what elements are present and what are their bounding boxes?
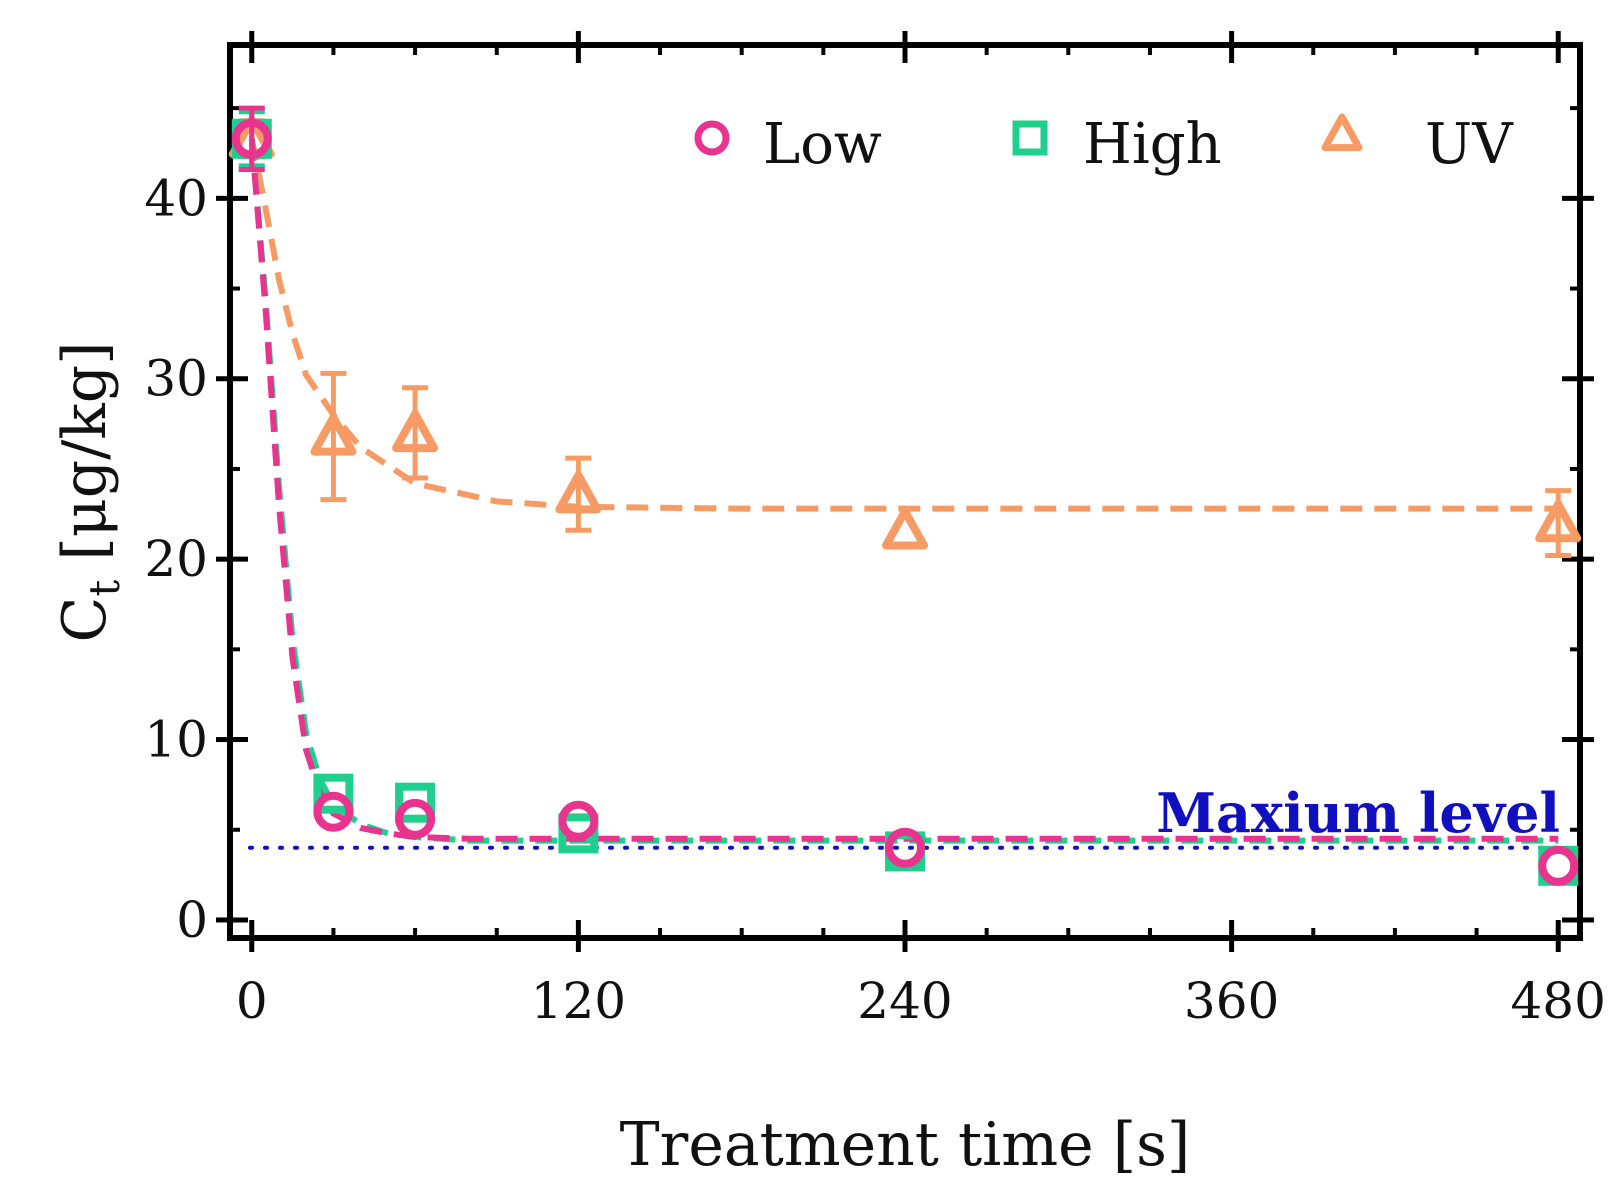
legend-marker-uv bbox=[1321, 113, 1363, 152]
data-point-low bbox=[231, 118, 272, 159]
x-axis-title: Treatment time [s] bbox=[620, 1110, 1191, 1180]
legend-label-uv: UV bbox=[1425, 112, 1514, 177]
y-axis-title-unit: [μg/kg] bbox=[50, 341, 120, 579]
x-tick-label: 120 bbox=[531, 972, 626, 1030]
data-point-uv bbox=[882, 507, 928, 550]
legend-symbol-high bbox=[1012, 120, 1048, 156]
x-tick-label: 0 bbox=[236, 972, 268, 1030]
data-point-uv bbox=[310, 413, 357, 456]
data-point-uv bbox=[555, 471, 602, 514]
data-point-low bbox=[395, 798, 436, 839]
y-axis-title-subscript: t bbox=[80, 580, 129, 597]
y-axis-title-main: C bbox=[50, 597, 120, 643]
data-point-uv bbox=[392, 409, 439, 453]
data-point-low bbox=[885, 827, 925, 868]
y-axis-title: Ct [μg/kg] bbox=[50, 341, 129, 642]
max-level-annotation: Maxium level bbox=[1156, 781, 1560, 845]
ticks-group: 0 120 240 360 480 0 10 20 30 40 bbox=[144, 31, 1606, 1030]
y-tick-label: 0 bbox=[176, 891, 208, 949]
data-point-high bbox=[395, 782, 436, 823]
data-points-group bbox=[228, 105, 1582, 886]
legend-label-high: High bbox=[1083, 112, 1222, 177]
data-point-low bbox=[558, 800, 599, 841]
y-tick-label: 10 bbox=[144, 711, 208, 769]
data-point-high bbox=[558, 813, 599, 854]
y-tick-label: 30 bbox=[144, 350, 208, 408]
x-tick-label: 480 bbox=[1511, 972, 1606, 1030]
data-point-high bbox=[313, 773, 354, 814]
fit-line-uv bbox=[248, 138, 1559, 512]
x-tick-label: 360 bbox=[1184, 972, 1279, 1030]
y-tick-label: 40 bbox=[144, 169, 208, 227]
legend-marker-low bbox=[694, 120, 730, 156]
data-point-low bbox=[313, 791, 354, 832]
legend-symbol-low bbox=[694, 120, 730, 156]
plot-frame bbox=[227, 42, 1583, 941]
legend-symbol-uv bbox=[1321, 113, 1363, 152]
y-tick-label: 20 bbox=[144, 530, 208, 588]
x-tick-label: 240 bbox=[857, 972, 952, 1030]
legend-marker-high bbox=[1012, 120, 1048, 156]
legend-label-low: Low bbox=[763, 112, 882, 177]
data-point-uv bbox=[1535, 500, 1582, 543]
legend: Low High UV bbox=[694, 112, 1514, 177]
data-point-low bbox=[1538, 845, 1579, 886]
